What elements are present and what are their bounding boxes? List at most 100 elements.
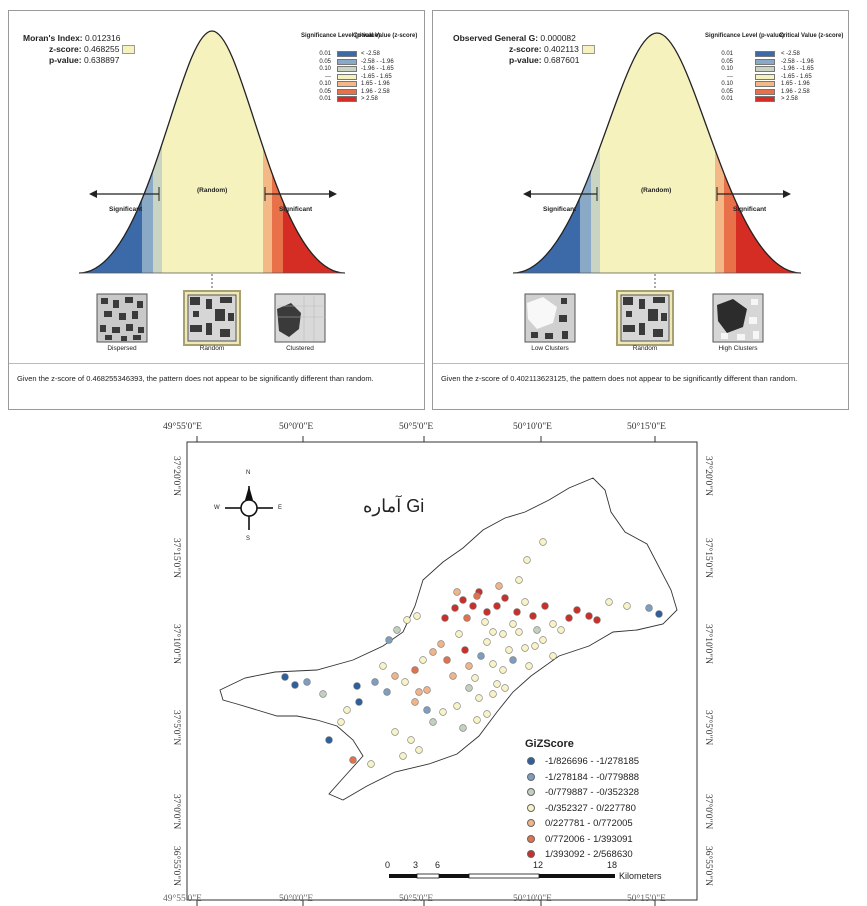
- gi-point: [565, 614, 573, 622]
- legend-p-value: 0.05: [319, 58, 331, 65]
- scale-label-3: 3: [413, 860, 419, 870]
- legend-label: 0/227781 - 0/772005: [545, 818, 633, 829]
- gi-point: [489, 628, 497, 636]
- legend-row: 0.01 > 2.58: [709, 96, 839, 103]
- gi-point: [489, 690, 497, 698]
- coord-left-5: 37°0'0"N: [171, 794, 181, 830]
- caption-divider: [433, 363, 848, 364]
- legend-swatch: [337, 96, 357, 102]
- legend-row: --- -1.65 - 1.65: [709, 73, 839, 81]
- gi-point: [513, 608, 521, 616]
- coord-bottom-5: 50°15'0"E: [627, 894, 666, 904]
- gi-point: [449, 672, 457, 680]
- thumbnail-high-clusters: [712, 293, 764, 343]
- legend-header-critical: Critical Value (z-score): [353, 33, 418, 39]
- legend-swatch: [755, 51, 775, 57]
- scale-unit: Kilometers: [619, 871, 662, 881]
- gi-point: [585, 612, 593, 620]
- gi-point: [605, 598, 613, 606]
- north-arrow: [225, 486, 273, 530]
- legend-critical-value: 1.65 - 1.96: [781, 81, 810, 87]
- stat-observed-general-g: Observed General G: 0.000082: [453, 33, 576, 43]
- gi-point: [469, 602, 477, 610]
- legend-p-value: 0.05: [721, 88, 733, 95]
- gi-point: [453, 702, 461, 710]
- coord-top-1: 49°55'0"E: [163, 422, 202, 432]
- legend-row: 0.10 -1.96 - -1.65: [307, 66, 417, 73]
- legend-label: -1/278184 - -0/779888: [545, 771, 640, 783]
- bell-curve: [78, 30, 346, 274]
- stats-block: Observed General G: 0.000082 z-score: 0.…: [453, 33, 595, 66]
- z-score-swatch: [122, 45, 136, 55]
- distribution-graphic: [78, 30, 346, 346]
- gi-point: [493, 602, 501, 610]
- gi-point: [451, 604, 459, 612]
- legend-critical-value: > 2.58: [361, 96, 378, 102]
- legend-swatch: [337, 66, 357, 72]
- legend-critical-value: < -2.58: [361, 51, 380, 57]
- gi-point: [509, 656, 517, 664]
- report-caption: Given the z-score of 0.468255346393, the…: [17, 374, 374, 383]
- coord-left-6: 36°55'0"N: [171, 846, 181, 886]
- gi-point: [393, 626, 401, 634]
- gi-point: [623, 602, 631, 610]
- morans-i-report: Moran's Index: 0.012316 z-score: 0.46825…: [8, 10, 425, 410]
- gi-point: [353, 682, 361, 690]
- gi-point: [429, 718, 437, 726]
- gi-point: [441, 614, 449, 622]
- gi-point: [385, 636, 393, 644]
- study-area-boundary: [219, 477, 678, 801]
- coord-left-3: 37°10'0"N: [171, 624, 181, 664]
- gi-point: [407, 736, 415, 744]
- significant-left-label: Significant: [109, 206, 143, 213]
- legend-swatch: [337, 73, 357, 80]
- thumb-label-low-clusters: Low Clusters: [531, 345, 569, 352]
- gi-point: [505, 646, 513, 654]
- coord-left-2: 37°15'0"N: [171, 538, 181, 578]
- legend-critical-value: 1.96 - 2.58: [361, 88, 390, 95]
- gi-point: [439, 708, 447, 716]
- scale-label-18: 18: [607, 860, 618, 870]
- coord-top-5: 50°15'0"E: [627, 422, 666, 432]
- gi-point: [483, 638, 491, 646]
- compass-e: E: [278, 505, 283, 511]
- stat-p-value: p-value: 0.687601: [509, 55, 580, 65]
- map-title: آماره Gi: [363, 496, 425, 516]
- gi-map: 49°55'0"E 50°0'0"E 50°5'0"E 50°10'0"E 50…: [157, 420, 723, 906]
- gi-point: [477, 652, 485, 660]
- map-canvas: [186, 436, 698, 906]
- scale-label-0: 0: [385, 860, 391, 870]
- scale-bar: [389, 873, 615, 879]
- gi-point: [499, 666, 507, 674]
- graticule-ticks: [196, 436, 656, 906]
- gi-point: [493, 680, 501, 688]
- scale-label-12: 12: [533, 860, 544, 870]
- significance-legend: Significance Level (p-value) Critical Va…: [301, 33, 418, 153]
- gi-point: [655, 610, 663, 618]
- gi-point: [437, 640, 445, 648]
- thumbnail-random: [616, 290, 674, 346]
- gi-point: [459, 596, 467, 604]
- gi-point: [471, 674, 479, 682]
- random-label: (Random): [641, 187, 672, 194]
- legend-swatch: [337, 58, 357, 65]
- gi-point: [481, 618, 489, 626]
- gi-point: [423, 686, 431, 694]
- compass-s: S: [246, 536, 251, 542]
- gi-point: [475, 694, 483, 702]
- legend-critical-value: -1.96 - -1.65: [361, 66, 394, 72]
- legend-dot: [527, 850, 535, 858]
- thumb-label-random: Random: [632, 345, 658, 352]
- gi-point: [303, 678, 311, 686]
- legend-dot: [527, 803, 535, 812]
- gi-point: [533, 626, 541, 634]
- gi-point: [521, 644, 529, 652]
- legend-p-value: 0.01: [721, 51, 733, 57]
- gi-point: [399, 752, 407, 760]
- gi-point: [443, 656, 451, 664]
- gi-point: [413, 612, 421, 620]
- thumb-label-high-clusters: High Clusters: [718, 345, 758, 352]
- gi-point: [459, 724, 467, 732]
- legend-p-value: 0.01: [319, 51, 331, 57]
- legend-p-value: 0.10: [319, 81, 331, 87]
